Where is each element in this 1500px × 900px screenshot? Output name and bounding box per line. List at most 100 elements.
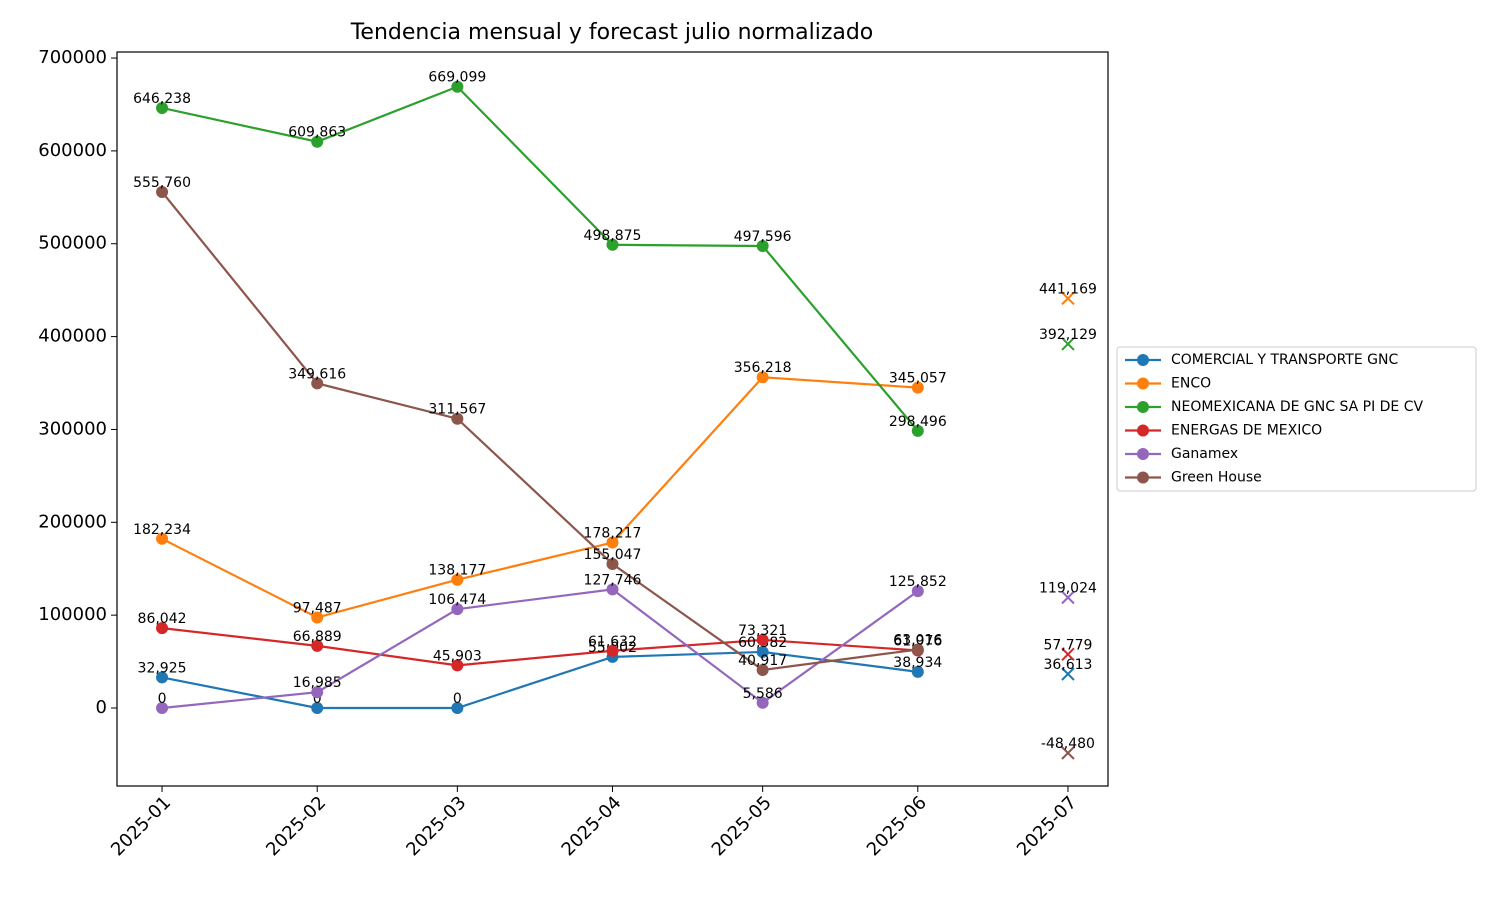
legend-label: ENERGAS DE MEXICO [1171, 423, 1322, 439]
point [606, 536, 619, 549]
data-label: 138,177 [428, 563, 486, 579]
y-tick-label: 0 [96, 697, 107, 718]
data-label: 349,616 [288, 366, 346, 382]
point [756, 696, 769, 709]
point [451, 80, 464, 93]
point [606, 644, 619, 657]
point [606, 558, 619, 571]
data-label: 86,042 [138, 611, 187, 627]
series-line [161, 85, 919, 432]
data-label: 646,238 [133, 91, 191, 107]
point [156, 185, 169, 198]
forecast-label: 36,613 [1043, 657, 1092, 673]
forecast-label: 392,129 [1039, 327, 1097, 343]
point [911, 665, 924, 678]
data-label: 669,099 [428, 70, 486, 86]
legend-label: ENCO [1171, 376, 1211, 392]
data-label: 61,632 [588, 634, 637, 650]
y-tick-label: 300000 [38, 418, 107, 439]
point [311, 611, 324, 624]
series-line [161, 588, 919, 710]
point [451, 702, 464, 715]
forecast-label: 57,779 [1043, 637, 1092, 653]
data-label: 311,567 [428, 402, 486, 418]
data-label: 555,760 [133, 175, 191, 191]
data-label: 298,496 [889, 414, 947, 430]
data-label: 155,047 [584, 547, 642, 563]
point [451, 412, 464, 425]
data-label: 16,985 [293, 675, 342, 691]
data-label: 0 [453, 691, 462, 707]
data-label: 498,875 [584, 228, 642, 244]
forecast-marker [1061, 337, 1075, 351]
point [756, 664, 769, 677]
data-label: 45,903 [433, 648, 482, 664]
legend-marker [1137, 401, 1149, 413]
point [156, 702, 169, 715]
y-tick-label: 500000 [38, 233, 107, 254]
point [156, 101, 169, 114]
series-line [161, 191, 918, 672]
forecast-marker [1061, 647, 1075, 662]
forecast-marker [1061, 667, 1075, 681]
point [911, 424, 924, 437]
data-label: 125,852 [889, 574, 947, 590]
data-label: 63,016 [893, 632, 942, 648]
legend-marker [1137, 448, 1149, 460]
data-label: 356,218 [734, 360, 792, 376]
data-label: 5,586 [743, 686, 783, 702]
point [451, 603, 464, 616]
y-tick-label: 100000 [38, 604, 107, 625]
forecast-label: 441,169 [1039, 281, 1097, 297]
legend-marker [1137, 354, 1149, 366]
point [156, 671, 169, 684]
point [911, 643, 924, 656]
forecast-marker [1061, 590, 1075, 605]
series-line [161, 627, 918, 667]
data-label: 66,889 [293, 629, 342, 645]
data-label: 0 [158, 691, 167, 707]
data-label: 178,217 [584, 526, 642, 542]
point [311, 135, 324, 148]
forecast-marker [1061, 746, 1075, 760]
forecast-marker [1061, 291, 1075, 306]
data-label: 61,976 [893, 633, 942, 649]
legend-label: Green House [1171, 470, 1262, 486]
point [756, 371, 769, 384]
legend-label: NEOMEXICANA DE GNC SA PI DE CV [1171, 399, 1424, 415]
point [756, 645, 769, 658]
point [156, 622, 169, 635]
y-tick-label: 200000 [38, 511, 107, 532]
data-label: 609,863 [288, 125, 346, 141]
data-label: 497,596 [734, 229, 792, 245]
point [451, 573, 464, 586]
forecast-label: 119,024 [1039, 580, 1097, 596]
y-tick-label: 400000 [38, 326, 107, 347]
point [911, 381, 924, 394]
point [156, 532, 169, 545]
point [451, 659, 464, 672]
point [311, 639, 324, 652]
legend-label: Ganamex [1171, 446, 1238, 462]
data-label: 73,321 [738, 623, 787, 639]
point [606, 238, 619, 251]
point [311, 686, 324, 699]
data-label: 32,925 [138, 660, 187, 676]
legend-label: COMERCIAL Y TRANSPORTE GNC [1171, 352, 1398, 368]
data-label: 0 [313, 691, 322, 707]
legend-marker [1137, 377, 1149, 390]
point [756, 633, 769, 646]
data-label: 182,234 [133, 522, 191, 538]
legend-marker [1137, 471, 1149, 484]
data-label: 97,487 [293, 600, 342, 616]
chart-title: Tendencia mensual y forecast julio norma… [350, 20, 874, 45]
y-tick-label: 700000 [38, 47, 107, 68]
forecast-label: -48,480 [1041, 736, 1095, 752]
point [311, 377, 324, 390]
legend-marker [1137, 424, 1149, 437]
legend-box [1116, 346, 1477, 492]
data-label: 38,934 [893, 655, 942, 671]
data-label: 345,057 [889, 371, 947, 387]
data-label: 40,917 [738, 653, 787, 669]
